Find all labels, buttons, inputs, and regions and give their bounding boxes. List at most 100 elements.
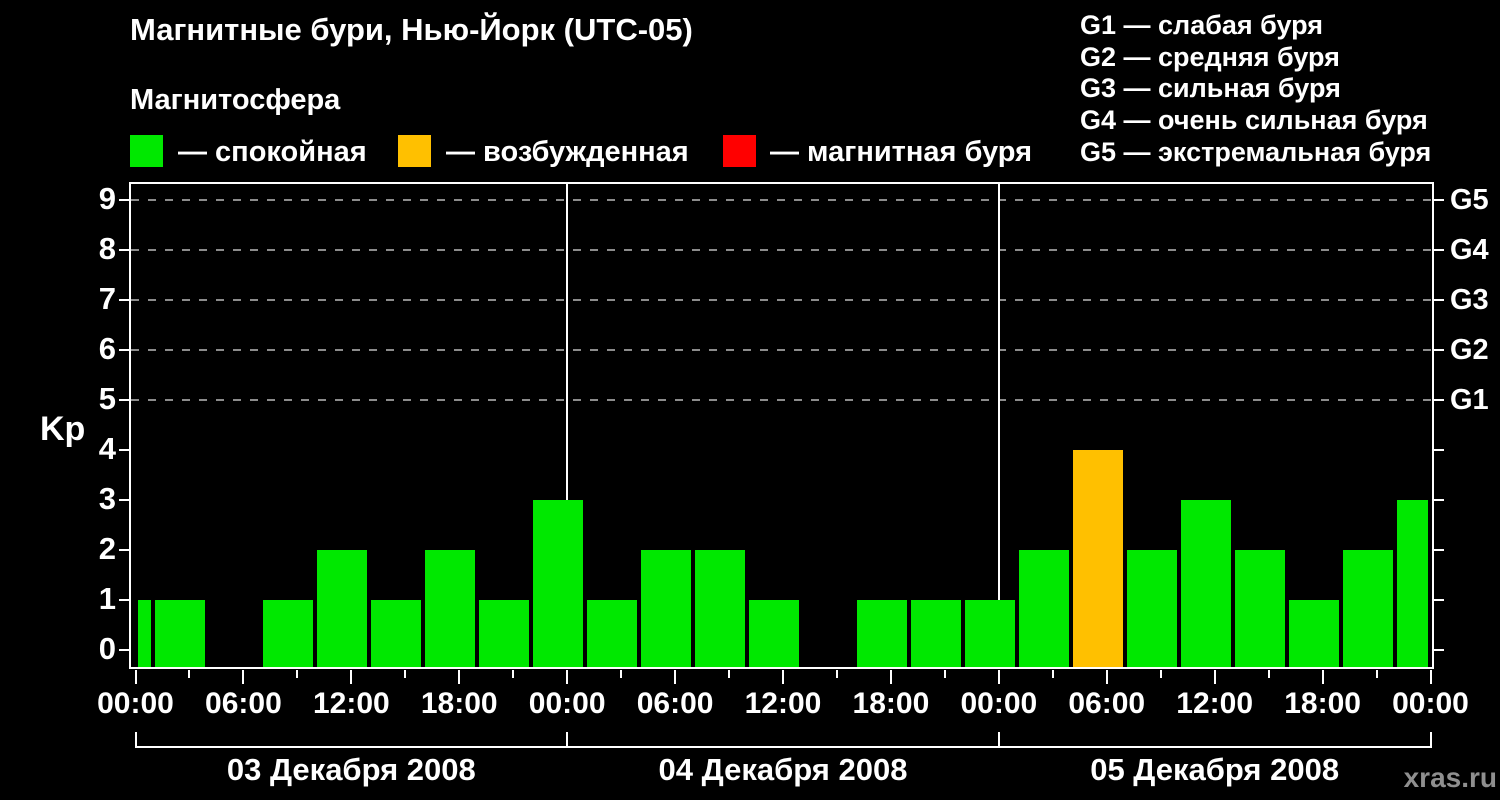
y-tick-label: 8: [98, 231, 116, 266]
storm-scale-g2: G2 — средняя буря: [1080, 41, 1340, 72]
right-axis-label-g1: G1: [1450, 384, 1489, 416]
x-tick-label: 18:00: [1284, 687, 1361, 720]
x-tick-label: 18:00: [852, 687, 930, 720]
kp-bar: [910, 600, 961, 667]
kp-bar: [533, 500, 584, 667]
day-boundary-line: [997, 184, 1000, 667]
y-tick-left: [119, 599, 129, 601]
storm-scale-g3: G3 — сильная буря: [1080, 73, 1341, 104]
kp-bar: [137, 600, 152, 667]
watermark: xras.ru: [1403, 762, 1497, 793]
legend-label-excited: — возбужденная: [446, 136, 689, 168]
x-minor-tick: [512, 670, 515, 678]
legend-swatch-storm: [723, 135, 756, 167]
right-axis-label-g2: G2: [1450, 334, 1489, 366]
x-major-tick: [566, 670, 569, 684]
date-bracket-riser: [1429, 732, 1432, 748]
gridline-kp8: [131, 249, 1432, 251]
magnetosphere-subtitle: Магнитосфера: [130, 84, 341, 116]
storm-scale-g5: G5 — экстремальная буря: [1080, 136, 1432, 167]
x-minor-tick: [1267, 670, 1270, 678]
x-major-tick: [782, 670, 784, 684]
storm-scale-g4: G4 — очень сильная буря: [1080, 105, 1428, 136]
x-tick-label: 18:00: [420, 687, 498, 720]
y-tick-label: 3: [98, 481, 116, 516]
x-tick-label: 12:00: [744, 687, 822, 720]
kp-bar: [155, 600, 206, 667]
kp-bar: [1288, 600, 1339, 667]
y-tick-label: 2: [98, 531, 116, 566]
y-tick-left: [119, 549, 129, 551]
x-major-tick: [1213, 670, 1216, 684]
y-tick-label: 7: [98, 281, 116, 316]
legend-swatch-excited: [398, 135, 431, 167]
y-tick-right: [1434, 399, 1444, 401]
kp-bar: [1342, 550, 1393, 667]
legend-swatch-quiet: [130, 135, 163, 167]
x-minor-tick: [835, 670, 838, 678]
y-tick-left: [119, 649, 129, 651]
legend-label-quiet: — спокойная: [178, 136, 367, 168]
kp-bar: [1018, 550, 1069, 667]
y-tick-right: [1434, 349, 1444, 351]
x-minor-tick: [943, 670, 946, 678]
x-tick-label: 00:00: [960, 687, 1038, 720]
x-major-tick: [997, 670, 1000, 684]
x-tick-label: 12:00: [312, 687, 390, 720]
date-bracket-riser: [566, 732, 569, 748]
x-tick-label: 06:00: [636, 687, 714, 720]
x-minor-tick: [296, 670, 299, 678]
x-major-tick: [674, 670, 677, 684]
y-tick-label: 1: [98, 581, 116, 616]
kp-bar: [479, 600, 530, 667]
kp-bar: [425, 550, 476, 667]
x-major-tick: [350, 670, 353, 684]
x-tick-label: 12:00: [1176, 687, 1254, 720]
kp-bar: [1234, 550, 1285, 667]
y-tick-left: [119, 499, 129, 501]
gridline-kp6: [131, 349, 1432, 351]
y-tick-right: [1434, 499, 1444, 501]
x-minor-tick: [404, 670, 407, 678]
x-major-tick: [889, 670, 892, 684]
kp-bar: [1072, 450, 1123, 667]
y-tick-right: [1434, 599, 1444, 601]
y-tick-label: 9: [98, 181, 116, 216]
y-tick-left: [119, 199, 129, 201]
y-axis-label: Kp: [40, 410, 86, 448]
x-major-tick: [242, 670, 245, 684]
kp-bar: [317, 550, 368, 667]
kp-bar: [641, 550, 692, 667]
date-label: 03 Декабря 2008: [226, 752, 476, 787]
kp-bar: [749, 600, 799, 667]
x-minor-tick: [1159, 670, 1162, 678]
x-minor-tick: [728, 670, 731, 678]
kp-bar: [1126, 550, 1177, 667]
page-title: Магнитные бури, Нью-Йорк (UTC-05): [130, 12, 693, 47]
y-tick-left: [119, 449, 129, 451]
gridline-kp7: [131, 299, 1432, 301]
storm-scale-g1: G1 — слабая буря: [1080, 10, 1324, 40]
x-minor-tick: [620, 670, 623, 678]
y-tick-label: 0: [98, 631, 116, 666]
y-tick-label: 6: [98, 331, 116, 366]
x-major-tick: [1321, 670, 1324, 684]
kp-bar: [371, 600, 422, 667]
kp-bar: [695, 550, 746, 667]
date-label: 04 Декабря 2008: [658, 752, 908, 787]
y-tick-right: [1434, 249, 1444, 251]
x-minor-tick: [188, 670, 191, 678]
gridline-kp5: [131, 399, 1432, 401]
right-axis-label-g4: G4: [1450, 234, 1489, 266]
x-major-tick: [134, 670, 137, 684]
x-major-tick: [458, 670, 461, 684]
day-boundary-line: [566, 184, 569, 667]
y-tick-left: [119, 249, 129, 251]
date-bracket-riser: [134, 732, 137, 748]
x-tick-label: 00:00: [97, 687, 174, 720]
y-tick-right: [1434, 449, 1444, 451]
date-label: 05 Декабря 2008: [1090, 752, 1340, 787]
y-tick-left: [119, 299, 129, 301]
x-major-tick: [1105, 670, 1108, 684]
x-minor-tick: [1375, 670, 1378, 678]
